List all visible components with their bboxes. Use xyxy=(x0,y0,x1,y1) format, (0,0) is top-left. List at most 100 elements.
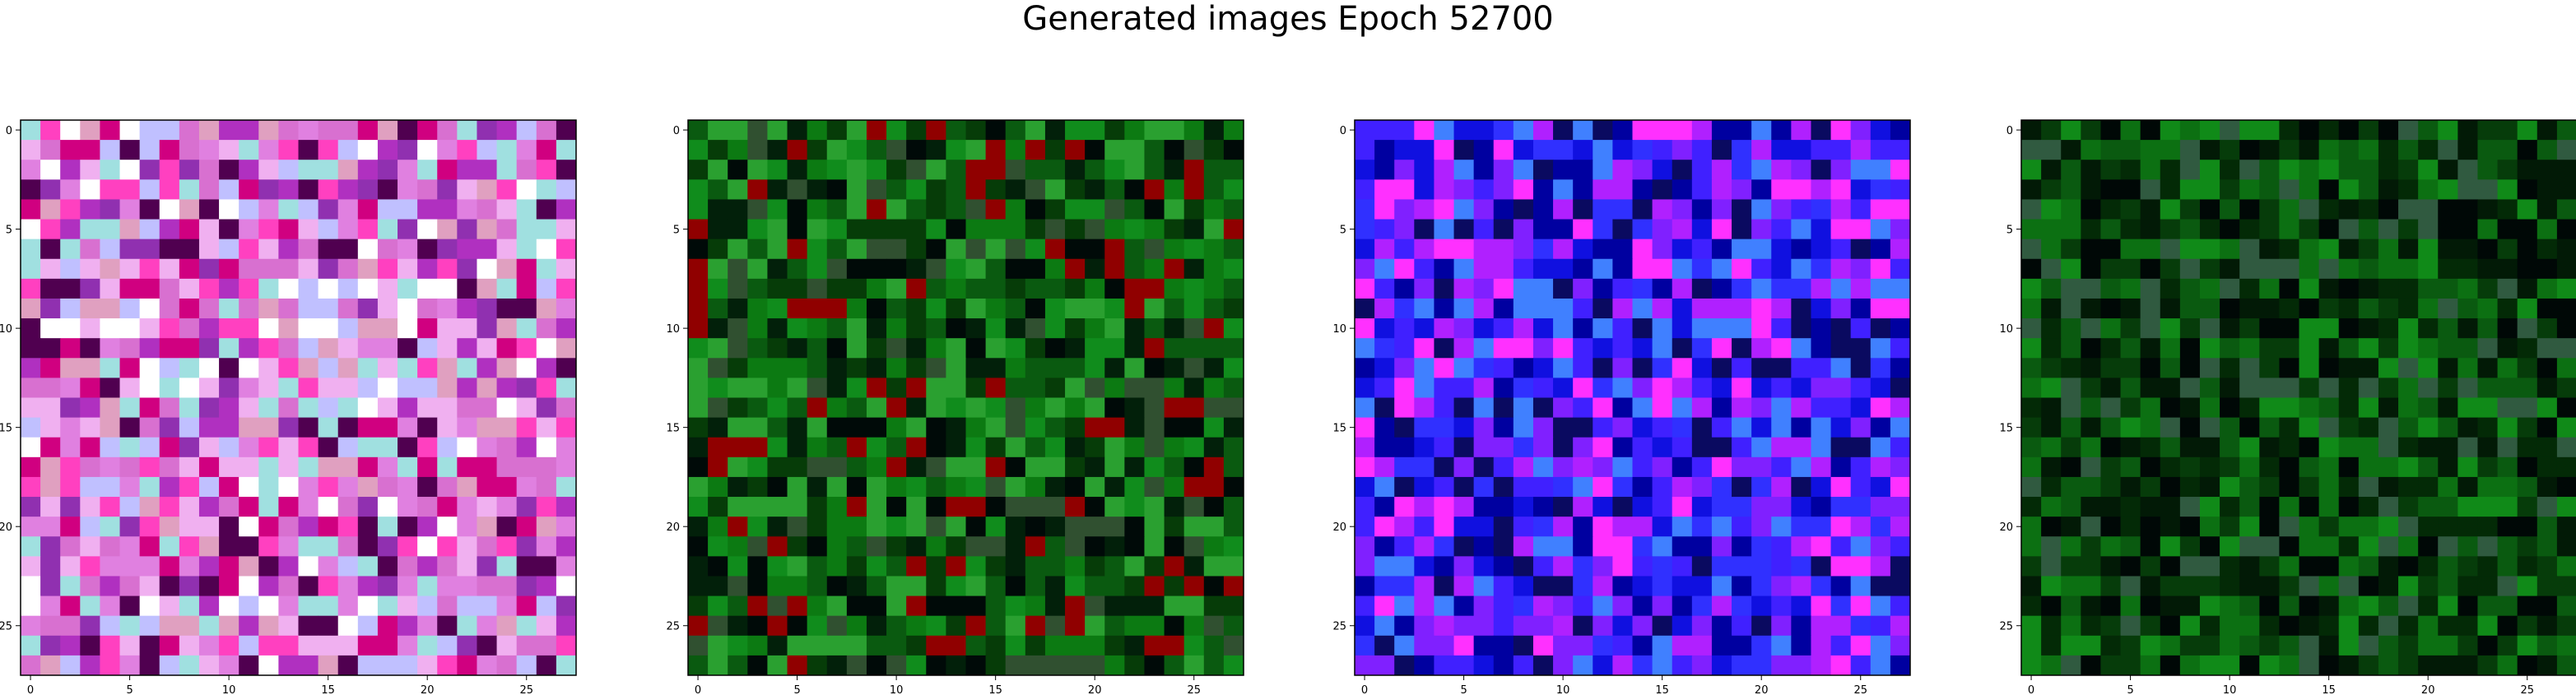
pixel-cell xyxy=(318,476,339,498)
pixel-cell xyxy=(1124,595,1145,617)
pixel-cell xyxy=(807,140,828,160)
pixel-cell xyxy=(2081,456,2101,478)
pixel-cell xyxy=(398,615,418,637)
pixel-cell xyxy=(357,437,379,458)
pixel-cell xyxy=(946,417,966,438)
pixel-cell xyxy=(886,298,907,319)
pixel-cell xyxy=(1890,576,1911,597)
pixel-cell xyxy=(926,199,946,220)
pixel-cell xyxy=(139,576,160,597)
pixel-cell xyxy=(1830,278,1852,299)
y-tick-label: 25 xyxy=(1999,621,2013,633)
pixel-cell xyxy=(239,120,259,141)
pixel-cell xyxy=(2497,318,2518,339)
pixel-cell xyxy=(2299,655,2320,676)
pixel-cell xyxy=(2517,437,2538,458)
pixel-cell xyxy=(1811,497,1832,517)
pixel-cell xyxy=(2259,278,2280,299)
pixel-cell xyxy=(688,595,709,617)
pixel-cell xyxy=(477,219,498,240)
pixel-cell xyxy=(496,160,518,180)
pixel-cell xyxy=(1870,298,1891,319)
pixel-cell xyxy=(2120,199,2141,220)
pixel-cell xyxy=(179,655,200,676)
pixel-cell xyxy=(2140,140,2161,160)
pixel-cell xyxy=(1830,358,1852,378)
pixel-cell xyxy=(2179,437,2201,458)
pixel-cell xyxy=(60,595,81,617)
pixel-cell xyxy=(2061,338,2081,359)
pixel-cell xyxy=(2378,298,2399,319)
pixel-cell xyxy=(179,417,200,438)
pixel-cell xyxy=(1025,298,1046,319)
pixel-cell xyxy=(40,199,61,220)
pixel-cell xyxy=(417,120,438,141)
pixel-cell xyxy=(1532,635,1554,656)
pixel-cell xyxy=(1144,536,1165,557)
pixel-cell xyxy=(1065,576,1086,597)
pixel-cell xyxy=(1513,258,1534,280)
pixel-cell xyxy=(2081,160,2101,180)
pixel-cell xyxy=(457,655,477,676)
pixel-cell xyxy=(278,456,299,478)
pixel-cell xyxy=(2457,456,2478,478)
pixel-cell xyxy=(2338,635,2360,656)
pixel-cell xyxy=(946,635,966,656)
pixel-cell xyxy=(1791,378,1811,398)
pixel-cell xyxy=(1434,576,1455,597)
pixel-cell xyxy=(100,199,121,220)
pixel-cell xyxy=(1355,517,1375,537)
pixel-cell xyxy=(1085,655,1105,676)
pixel-cell xyxy=(2041,358,2062,378)
pixel-cell xyxy=(767,278,788,299)
pixel-cell xyxy=(2318,199,2340,220)
pixel-cell xyxy=(1593,655,1613,676)
pixel-cell xyxy=(1414,219,1434,240)
pixel-cell xyxy=(906,615,927,637)
pixel-cell xyxy=(179,378,200,398)
pixel-cell xyxy=(1513,199,1534,220)
pixel-cell xyxy=(1453,318,1475,339)
pixel-cell xyxy=(377,615,398,637)
pixel-cell xyxy=(1183,576,1205,597)
pixel-cell xyxy=(159,556,180,577)
pixel-cell xyxy=(2556,437,2576,458)
pixel-cell xyxy=(2081,278,2101,299)
pixel-cell xyxy=(2021,437,2042,458)
pixel-cell xyxy=(1065,397,1086,419)
pixel-cell xyxy=(1672,437,1693,458)
pixel-cell xyxy=(1203,595,1225,617)
pixel-cell xyxy=(2199,615,2220,637)
pixel-cell xyxy=(2061,179,2081,200)
pixel-cell xyxy=(60,378,81,398)
pixel-cell xyxy=(2160,417,2181,438)
pixel-cell xyxy=(1473,655,1495,676)
pixel-cell xyxy=(377,378,398,398)
pixel-cell xyxy=(258,556,279,577)
pixel-cell xyxy=(1164,536,1185,557)
pixel-cell xyxy=(1374,437,1395,458)
pixel-cell xyxy=(2318,258,2340,280)
pixel-cell xyxy=(1830,258,1852,280)
pixel-cell xyxy=(139,476,160,498)
pixel-cell xyxy=(1005,456,1026,478)
pixel-cell xyxy=(1732,556,1752,577)
pixel-cell xyxy=(1223,536,1244,557)
pixel-cell xyxy=(298,417,319,438)
pixel-cell xyxy=(2477,437,2499,458)
pixel-cell xyxy=(846,417,867,438)
pixel-cell xyxy=(2259,120,2280,141)
pixel-cell xyxy=(536,239,557,260)
pixel-cell xyxy=(2299,219,2320,240)
pixel-cell xyxy=(437,219,458,240)
pixel-cell xyxy=(1144,497,1165,517)
pixel-cell xyxy=(398,536,418,557)
pixel-cell xyxy=(21,239,41,260)
pixel-cell xyxy=(2497,179,2518,200)
pixel-cell xyxy=(2199,536,2220,557)
pixel-cell xyxy=(318,556,339,577)
pixel-cell xyxy=(2100,536,2122,557)
pixel-cell xyxy=(2259,239,2280,260)
pixel-cell xyxy=(2378,278,2399,299)
pixel-cell xyxy=(1104,476,1125,498)
